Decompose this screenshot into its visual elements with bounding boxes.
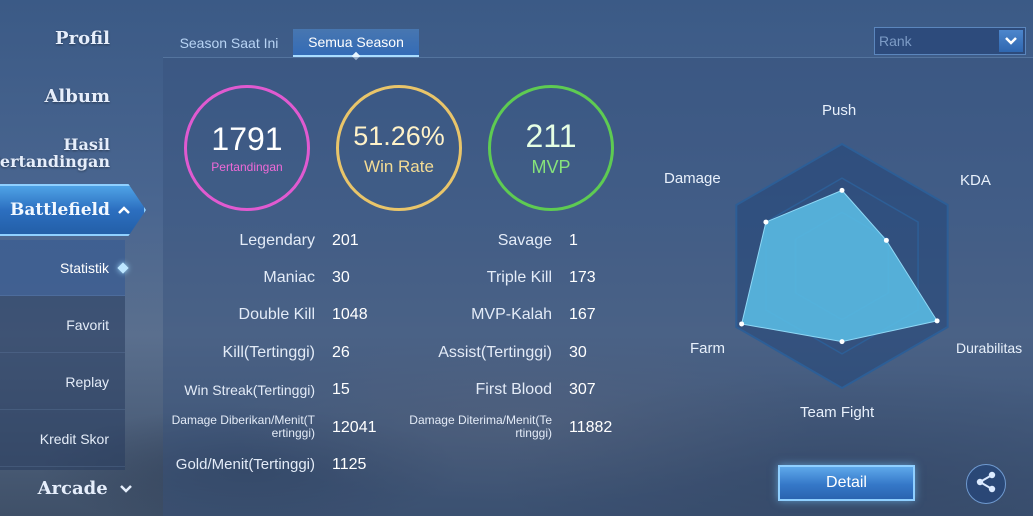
- mvp-value: 211: [525, 117, 577, 154]
- chevron-up-icon: [118, 203, 130, 218]
- kredit-skor-label: Kredit Skor: [39, 430, 109, 447]
- stat-label: Triple Kill: [486, 269, 552, 286]
- radar-point-push: [839, 187, 845, 193]
- stat-label: Maniac: [263, 269, 315, 286]
- stat-label: Win Streak(Tertinggi): [184, 382, 315, 398]
- stat-value: 26: [332, 344, 350, 361]
- tab-semua-season[interactable]: Semua Season: [293, 29, 419, 57]
- chevron-down-icon: [120, 478, 132, 499]
- stat-label-multiline: Damage Diterima/Menit(Te rtinggi): [390, 414, 552, 440]
- stat-label-line: ertinggi): [271, 426, 315, 440]
- stat-label: Savage: [497, 232, 552, 249]
- statistik-label: Statistik: [59, 259, 109, 276]
- radar-point-durabilitas: [934, 318, 940, 324]
- stat-label-line: Damage Diberikan/Menit(T: [171, 413, 315, 427]
- stat-value: 167: [569, 306, 596, 323]
- radar-label-farm: Farm: [690, 340, 725, 357]
- stat-label: MVP-Kalah: [471, 306, 552, 323]
- radar-point-kda: [883, 237, 889, 243]
- win-rate-label: Win Rate: [364, 157, 434, 176]
- stat-label: Kill(Tertinggi): [222, 344, 315, 361]
- radar-label-team-fight: Team Fight: [800, 404, 875, 421]
- share-icon: [974, 470, 998, 499]
- stat-value: 201: [332, 232, 359, 249]
- sidebar-item-profil[interactable]: Profil: [55, 28, 110, 49]
- arcade-label: Arcade: [37, 478, 108, 499]
- chevron-down-icon[interactable]: [999, 30, 1023, 52]
- stat-label: Assist(Tertinggi): [438, 344, 552, 361]
- sidebar-item-hasil-label: Hasil: [63, 135, 110, 154]
- stat-value: 307: [569, 381, 596, 398]
- stat-label-multiline: Damage Diberikan/Menit(T ertinggi): [160, 414, 315, 440]
- mvp-circle: 211 MVP: [488, 85, 614, 211]
- sidebar-sub-favorit[interactable]: Favorit: [0, 297, 125, 353]
- win-rate-circle: 51.26% Win Rate: [336, 85, 462, 211]
- stat-value: 12041: [332, 419, 377, 436]
- sidebar-item-album[interactable]: Album: [44, 86, 110, 107]
- radar-point-farm: [739, 321, 745, 327]
- stat-value: 30: [332, 269, 350, 286]
- radar-chart: [735, 142, 949, 390]
- share-button[interactable]: [966, 464, 1006, 504]
- sidebar-sub-panel: Statistik Favorit Replay Kredit Skor: [0, 240, 129, 470]
- radar-point-damage: [763, 219, 769, 225]
- stat-value: 1: [569, 232, 578, 249]
- sidebar-item-battlefield[interactable]: Battlefield: [0, 184, 146, 236]
- sidebar-sub-replay[interactable]: Replay: [0, 354, 125, 410]
- rank-dropdown[interactable]: Rank: [874, 27, 1026, 55]
- stat-value: 11882: [569, 419, 613, 436]
- detail-button[interactable]: Detail: [778, 465, 915, 501]
- stat-label: Gold/Menit(Tertinggi): [175, 456, 315, 473]
- radar-label-damage: Damage: [664, 170, 721, 187]
- stat-value: 173: [569, 269, 596, 286]
- win-rate-value: 51.26%: [353, 121, 445, 151]
- stat-label: First Blood: [475, 381, 552, 398]
- stat-value: 1125: [332, 456, 367, 473]
- favorit-label: Favorit: [66, 316, 109, 333]
- rank-dropdown-value: Rank: [879, 33, 912, 49]
- radar-label-durabilitas: Durabilitas: [956, 340, 1023, 356]
- tab-season-saat-ini[interactable]: Season Saat Ini: [179, 35, 279, 51]
- active-indicator-icon: [117, 261, 129, 274]
- sidebar-sub-statistik[interactable]: Statistik: [0, 240, 129, 296]
- replay-label: Replay: [65, 373, 109, 390]
- mvp-label: MVP: [531, 156, 571, 177]
- sidebar-item-pertandingan-label: Pertandingan: [0, 152, 110, 171]
- matches-label: Pertandingan: [211, 160, 283, 174]
- radar-points: [739, 187, 940, 345]
- matches-circle: 1791 Pertandingan: [184, 85, 310, 211]
- stat-label: Double Kill: [238, 306, 315, 323]
- sidebar: Profil Album Hasil Pertandingan Battlefi…: [0, 0, 150, 516]
- stat-label-line: rtinggi): [515, 426, 552, 440]
- radar-label-push: Push: [822, 102, 857, 119]
- radar-label-kda: KDA: [960, 172, 991, 189]
- stat-label: Legendary: [239, 232, 315, 249]
- matches-value: 1791: [211, 121, 283, 157]
- sidebar-sub-kredit-skor[interactable]: Kredit Skor: [0, 411, 125, 467]
- detail-button-label: Detail: [826, 474, 867, 491]
- stat-value: 1048: [332, 306, 368, 323]
- stat-label-line: Damage Diterima/Menit(Te: [409, 413, 552, 427]
- sidebar-item-hasil-pertandingan[interactable]: Hasil Pertandingan: [0, 136, 110, 170]
- radar-point-team-fight: [839, 339, 845, 345]
- battlefield-label: Battlefield: [10, 200, 110, 220]
- stat-value: 30: [569, 344, 587, 361]
- stat-value: 15: [332, 381, 350, 398]
- sidebar-item-arcade[interactable]: Arcade: [0, 478, 150, 499]
